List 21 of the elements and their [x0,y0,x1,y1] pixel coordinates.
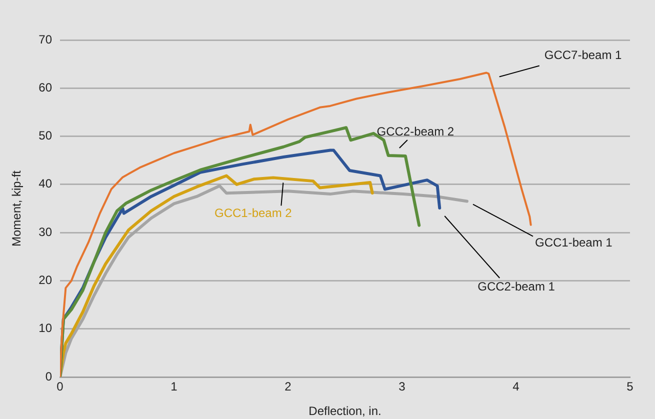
x-tick-label: 2 [284,380,292,394]
y-tick-label: 0 [45,369,52,384]
y-tick-label: 60 [38,80,52,94]
y-tick-label: 20 [38,273,52,288]
y-axis-title: Moment, kip-ft [10,170,24,247]
text: GCC7-beam 1 [544,48,622,62]
text: GCC1-beam 1 [534,236,613,250]
y-tick-label: 70 [38,32,52,46]
x-axis-title: Deflection, in. [308,404,382,418]
y-tick-label: 50 [38,128,52,143]
x-tick-label: 5 [626,380,634,394]
x-tick-label: 4 [512,380,520,394]
text: GCC2-beam 1 [478,279,556,294]
x-tick-label: 0 [56,380,64,394]
series-label: GCC2-beam 2 [376,124,454,138]
y-tick-label: 30 [38,224,52,239]
x-tick-label: 3 [398,380,406,394]
y-tick-label: 40 [38,176,52,191]
text: GCC1-beam 2 [214,206,292,220]
y-tick-label: 10 [38,321,52,336]
x-tick-label: 1 [170,380,178,394]
